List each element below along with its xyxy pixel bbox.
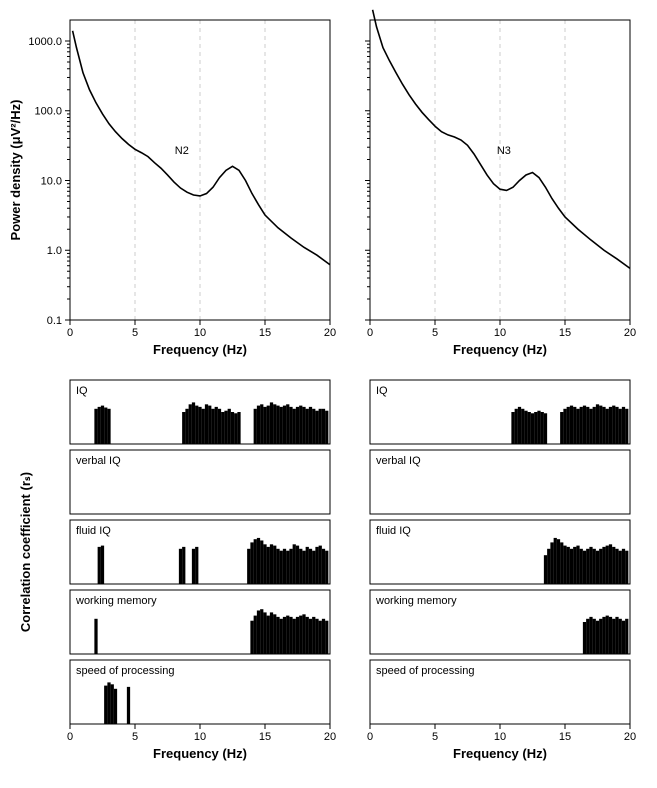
svg-text:N2: N2 [175,145,189,157]
svg-text:Frequency (Hz): Frequency (Hz) [153,342,247,357]
svg-text:fluid IQ: fluid IQ [376,525,411,537]
svg-text:100.0: 100.0 [34,106,62,118]
svg-text:Correlation coefficient (rₛ): Correlation coefficient (rₛ) [18,472,33,632]
svg-text:speed of processing: speed of processing [376,665,474,677]
svg-text:N3: N3 [497,145,511,157]
svg-text:0.1: 0.1 [47,315,62,327]
svg-text:verbal IQ: verbal IQ [76,455,121,467]
svg-text:15: 15 [259,731,271,743]
svg-text:15: 15 [559,327,571,339]
svg-text:10: 10 [194,327,206,339]
figure-svg: 0 5 10 15 20 0.1 1.0 10.0 100.0 1000.0 N2 Frequency… [0,0,657,788]
svg-text:1.0: 1.0 [47,245,62,257]
svg-text:verbal IQ: verbal IQ [376,455,421,467]
svg-text:0: 0 [367,731,373,743]
svg-text:5: 5 [432,731,438,743]
svg-text:0: 0 [67,327,73,339]
svg-text:10: 10 [194,731,206,743]
svg-text:working memory: working memory [375,595,457,607]
svg-text:10: 10 [494,731,506,743]
svg-text:20: 20 [324,327,336,339]
svg-text:10.0: 10.0 [41,175,62,187]
svg-text:working memory: working memory [75,595,157,607]
svg-text:5: 5 [132,327,138,339]
svg-text:0: 0 [67,731,73,743]
svg-text:fluid IQ: fluid IQ [76,525,111,537]
svg-text:5: 5 [432,327,438,339]
svg-text:Frequency (Hz): Frequency (Hz) [453,342,547,357]
svg-text:5: 5 [132,731,138,743]
svg-text:15: 15 [259,327,271,339]
svg-text:Frequency (Hz): Frequency (Hz) [153,746,247,761]
svg-text:Frequency (Hz): Frequency (Hz) [453,746,547,761]
svg-text:Power density (μV²/Hz): Power density (μV²/Hz) [8,100,23,241]
svg-text:0: 0 [367,327,373,339]
svg-text:15: 15 [559,731,571,743]
svg-text:IQ: IQ [376,385,388,397]
svg-text:1000.0: 1000.0 [28,36,62,48]
svg-text:20: 20 [324,731,336,743]
svg-text:20: 20 [624,731,636,743]
svg-text:20: 20 [624,327,636,339]
svg-text:IQ: IQ [76,385,88,397]
svg-text:speed of processing: speed of processing [76,665,174,677]
svg-text:10: 10 [494,327,506,339]
